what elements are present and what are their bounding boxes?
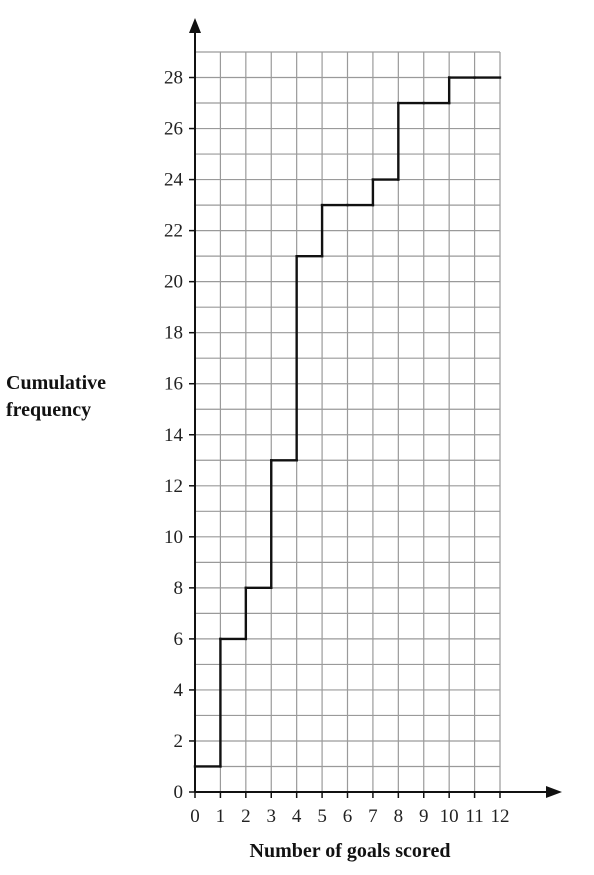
y-tick-label: 24 xyxy=(164,170,184,191)
x-axis-arrowhead xyxy=(546,786,562,798)
x-tick-label: 10 xyxy=(440,806,459,827)
y-axis-label-line-2: frequency xyxy=(6,399,92,421)
x-tick-label: 8 xyxy=(394,806,404,827)
x-axis-label: Number of goals scored xyxy=(249,840,451,862)
x-tick-label: 1 xyxy=(216,806,226,827)
axes xyxy=(189,18,562,798)
y-tick-label: 28 xyxy=(164,68,183,89)
x-tick-label: 7 xyxy=(368,806,378,827)
y-tick-label: 8 xyxy=(174,578,184,599)
x-tick-label: 5 xyxy=(317,806,327,827)
grid xyxy=(194,51,501,793)
y-tick-label: 22 xyxy=(164,221,183,242)
x-tick-label: 9 xyxy=(419,806,429,827)
x-tick-label: 12 xyxy=(491,806,510,827)
x-tick-label: 0 xyxy=(190,806,200,827)
x-tick-labels: 0 1 2 3 4 5 6 7 8 9 10 11 12 xyxy=(190,792,510,827)
y-tick-label: 20 xyxy=(164,272,183,293)
x-tick-label: 3 xyxy=(267,806,277,827)
x-tick-label: 4 xyxy=(292,806,302,827)
y-tick-label: 4 xyxy=(174,680,184,701)
series-steps xyxy=(193,76,502,768)
x-tick-label: 2 xyxy=(241,806,251,827)
y-tick-label: 2 xyxy=(174,731,184,752)
y-tick-label: 14 xyxy=(164,425,184,446)
y-axis-label-line-1: Cumulative xyxy=(6,372,106,394)
y-tick-label: 16 xyxy=(164,374,183,395)
y-tick-label: 0 xyxy=(174,782,184,803)
x-tick-label: 11 xyxy=(465,806,483,827)
y-tick-label: 18 xyxy=(164,323,183,344)
y-tick-label: 12 xyxy=(164,476,183,497)
y-tick-label: 6 xyxy=(174,629,184,650)
y-tick-label: 10 xyxy=(164,527,183,548)
y-tick-label: 26 xyxy=(164,119,183,140)
y-axis-label: Cumulative frequency xyxy=(6,370,136,424)
y-axis-arrowhead xyxy=(189,18,201,33)
x-tick-label: 6 xyxy=(343,806,353,827)
